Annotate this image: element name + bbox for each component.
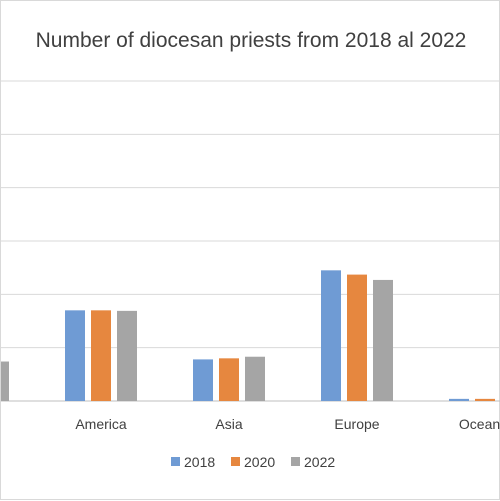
bar-america-2018 <box>65 310 85 401</box>
chart-title: Number of diocesan priests from 2018 al … <box>35 29 467 52</box>
bar-asia-2020 <box>219 358 239 401</box>
legend-label-2018: 2018 <box>184 454 215 470</box>
bar-europe-2020 <box>347 274 367 401</box>
category-label-america: America <box>75 416 127 432</box>
bar-africa-2022 <box>1 361 9 401</box>
category-label-oceania: Oceania <box>459 416 500 432</box>
legend-label-2020: 2020 <box>244 454 275 470</box>
bars <box>1 270 495 401</box>
legend: 2018 2020 2022 <box>171 454 335 470</box>
legend-swatch-2020 <box>231 457 240 466</box>
bar-oceania-2020 <box>475 398 495 401</box>
bar-asia-2018 <box>193 359 213 401</box>
category-label-europe: Europe <box>334 416 379 432</box>
legend-label-2022: 2022 <box>304 454 335 470</box>
legend-swatch-2018 <box>171 457 180 466</box>
bar-asia-2022 <box>245 356 265 401</box>
category-label-asia: Asia <box>215 416 242 432</box>
bar-america-2022 <box>117 310 137 401</box>
bar-europe-2022 <box>373 279 393 401</box>
bar-america-2020 <box>91 310 111 401</box>
bar-europe-2018 <box>321 270 341 401</box>
legend-swatch-2022 <box>291 457 300 466</box>
bar-oceania-2018 <box>449 398 469 401</box>
category-labels: AfricaAmericaAsiaEuropeOceania <box>75 416 500 432</box>
